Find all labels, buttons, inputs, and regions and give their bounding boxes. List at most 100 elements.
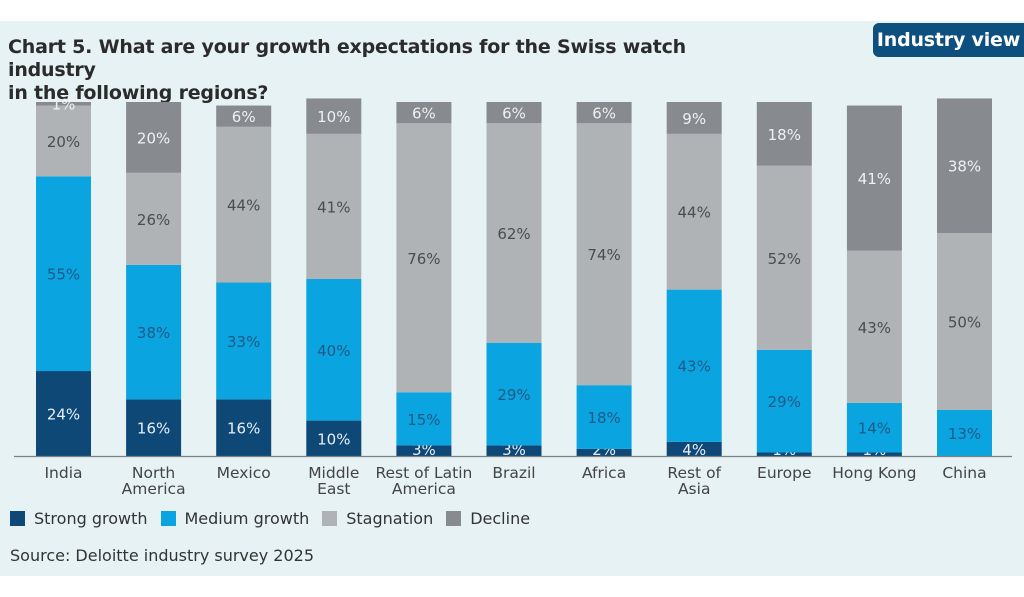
bar-group: 16% 38% 26% 20%: [126, 102, 182, 456]
bar-segment-medium-growth: [126, 264, 182, 400]
data-label: 3%: [502, 441, 526, 459]
legend-label: Decline: [470, 509, 531, 528]
bar-segment-decline: [486, 102, 542, 124]
bar-segment-medium-growth: [937, 409, 992, 456]
data-label: 55%: [47, 266, 80, 284]
data-label: 43%: [678, 358, 711, 376]
data-label: 74%: [587, 246, 620, 264]
data-label: 52%: [768, 250, 801, 268]
data-label: 62%: [497, 225, 530, 243]
legend-label: Medium growth: [184, 509, 310, 528]
x-tick-label: North America: [122, 464, 186, 498]
legend-label: Stagnation: [346, 509, 434, 528]
bar-segment-decline: [576, 102, 632, 124]
legend-item-strong-growth: Strong growth: [10, 509, 148, 528]
legend-swatch-strong-growth: [10, 511, 25, 526]
chart-title: Chart 5. What are your growth expectatio…: [8, 36, 768, 105]
data-label: 6%: [592, 105, 616, 123]
bar-segment-strong-growth: [576, 448, 632, 456]
bar-segment-medium-growth: [396, 392, 452, 446]
data-label: 3%: [412, 441, 436, 459]
data-label: 18%: [587, 409, 620, 427]
data-label: 24%: [47, 406, 80, 424]
source-note: Source: Deloitte industry survey 2025: [10, 546, 315, 565]
bar-group: 2%18%74%6%: [576, 102, 632, 459]
legend-item-medium-growth: Medium growth: [160, 509, 310, 528]
bar-segment-decline: [937, 98, 992, 233]
bar-segment-medium-growth: [306, 279, 362, 421]
bar-group: 1%29%52%18%: [756, 102, 812, 459]
bar-segment-stagnation: [576, 123, 632, 386]
bar-segment-medium-growth: [666, 289, 722, 442]
x-tick-label: Brazil: [492, 464, 535, 482]
bar-segment-stagnation: [937, 232, 992, 410]
bar-segment-decline: [126, 102, 182, 173]
bar-segment-strong-growth: [216, 399, 272, 456]
data-label: 26%: [137, 211, 170, 229]
data-label: 29%: [497, 386, 530, 404]
bar-segment-decline: [666, 102, 722, 134]
data-label: 50%: [948, 313, 981, 331]
bar-segment-decline: [36, 102, 91, 106]
bar-segment-medium-growth: [576, 385, 632, 449]
data-label: 29%: [768, 393, 801, 411]
data-label: 10%: [317, 430, 350, 448]
x-tick-label: Europe: [757, 464, 812, 482]
data-label: 43%: [858, 319, 891, 337]
data-label: 6%: [502, 105, 526, 123]
data-label: 38%: [137, 324, 170, 342]
bar-segment-stagnation: [846, 250, 902, 403]
data-label: 16%: [227, 420, 260, 438]
data-label: 38%: [948, 158, 981, 176]
bar-segment-stagnation: [216, 126, 272, 283]
bar-group: 3% 15% 76% 6%: [396, 102, 452, 459]
bar-segment-medium-growth: [486, 342, 542, 446]
bar-segment-strong-growth: [126, 399, 182, 456]
data-label: 33%: [227, 333, 260, 351]
bar-segment-medium-growth: [756, 349, 812, 453]
chart-title-line-1: Chart 5. What are your growth expectatio…: [8, 36, 686, 81]
bar-segment-decline: [396, 102, 452, 124]
data-label: 76%: [407, 250, 440, 268]
data-label: 44%: [678, 204, 711, 222]
chart-legend: Strong growth Medium growth Stagnation D…: [10, 509, 543, 528]
bar-segment-stagnation: [666, 133, 722, 290]
data-label: 20%: [137, 129, 170, 147]
data-label: 1%: [52, 96, 76, 114]
data-label: 6%: [412, 105, 436, 123]
bar-segment-strong-growth: [846, 452, 902, 456]
data-label: 16%: [137, 420, 170, 438]
bar-group: 3% 29% 62% 6%: [486, 102, 542, 459]
legend-swatch-decline: [446, 511, 462, 526]
bar-segment-strong-growth: [756, 452, 812, 456]
data-label: 41%: [317, 198, 350, 216]
bar-segment-strong-growth: [666, 441, 722, 456]
data-label: 20%: [47, 133, 80, 151]
legend-item-stagnation: Stagnation: [322, 509, 433, 528]
data-label: 18%: [768, 126, 801, 144]
data-label: 13%: [948, 425, 981, 443]
legend-item-decline: Decline: [446, 509, 530, 528]
legend-swatch-stagnation: [322, 511, 338, 526]
bar-group: 4% 43% 44% 9%: [666, 102, 722, 459]
x-tick-label: Mexico: [217, 464, 271, 482]
bar-segment-medium-growth: [36, 176, 91, 372]
bar-segment-decline: [846, 105, 902, 251]
x-tick-label: Africa: [582, 464, 626, 482]
data-label: 9%: [682, 110, 706, 128]
bar-segment-stagnation: [306, 133, 362, 279]
bar-segment-stagnation: [486, 123, 542, 343]
data-label: 4%: [682, 441, 706, 459]
chart-title-line-2: in the following regions?: [8, 82, 269, 104]
data-label: 14%: [858, 420, 891, 438]
data-label: 40%: [317, 342, 350, 360]
bar-segment-medium-growth: [846, 402, 902, 453]
bar-segment-strong-growth: [396, 445, 452, 456]
bar-segment-strong-growth: [486, 445, 542, 456]
bar-segment-stagnation: [396, 123, 452, 393]
bar-segment-stagnation: [36, 105, 91, 177]
bar-segment-strong-growth: [306, 420, 362, 456]
x-tick-label: Middle East: [308, 464, 359, 498]
bar-segment-stagnation: [756, 165, 812, 350]
bar-group: 0%13%50%38%: [937, 98, 992, 459]
